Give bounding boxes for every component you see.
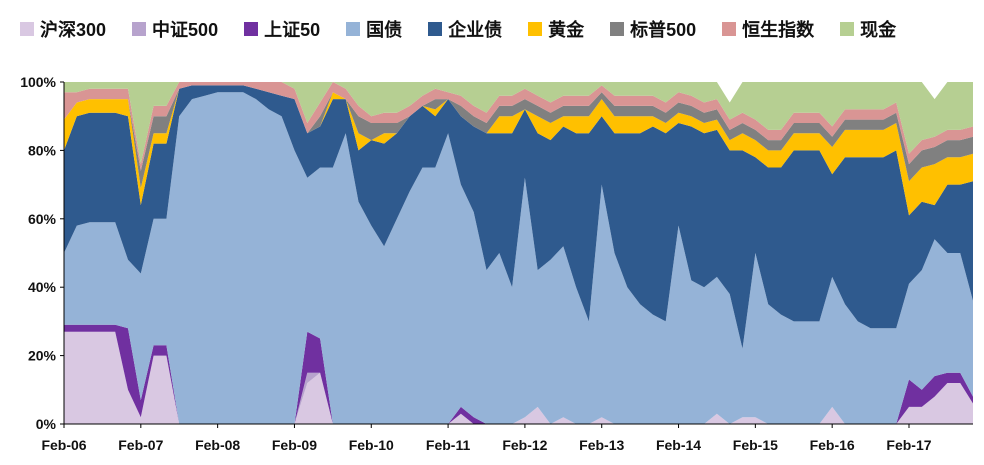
- legend-swatch: [528, 22, 543, 36]
- series-area-1: [64, 331, 973, 424]
- legend-swatch: [244, 22, 259, 36]
- legend-swatch: [346, 22, 361, 36]
- legend-label: 现金: [860, 20, 897, 40]
- x-tick-label: Feb-15: [733, 437, 778, 453]
- y-tick-label: 80%: [28, 142, 57, 158]
- legend-item: 标普500: [610, 16, 696, 42]
- series-area-6: [64, 85, 973, 216]
- x-tick-label: Feb-07: [118, 437, 163, 453]
- legend-label: 上证50: [264, 20, 321, 40]
- y-tick-label: 60%: [28, 211, 57, 227]
- y-tick-label: 100%: [20, 74, 56, 90]
- legend-label: 黄金: [548, 20, 585, 40]
- axes: 0% 20% 40% 60% 80% 100% Feb-06 Feb-07 Feb-08 Feb-…: [20, 74, 973, 453]
- series-area-7: [64, 85, 973, 188]
- legend-item: 企业债: [428, 16, 502, 42]
- x-tick-label: Feb-12: [502, 437, 547, 453]
- x-tick-label: Feb-06: [41, 437, 86, 453]
- y-tick-label: 20%: [28, 348, 57, 364]
- legend-label: 恒生指数: [742, 20, 815, 40]
- x-tick-label: Feb-08: [195, 437, 240, 453]
- legend-swatch: [132, 22, 147, 36]
- legend-swatch: [840, 22, 855, 36]
- x-tick-label: Feb-17: [886, 437, 931, 453]
- legend-item: 国债: [346, 16, 402, 42]
- legend-item: 现金: [840, 16, 896, 42]
- series-area-9: [64, 82, 973, 165]
- legend-label: 国债: [366, 20, 403, 40]
- y-tick-label: 40%: [28, 279, 57, 295]
- legend-item: 中证500: [132, 16, 218, 42]
- legend-label: 沪深300: [40, 20, 107, 40]
- series-area-4: [64, 92, 973, 425]
- x-tick-label: Feb-10: [349, 437, 394, 453]
- series-area-5: [64, 85, 973, 349]
- y-tick-label: 0%: [36, 416, 57, 432]
- x-tick-label: Feb-13: [579, 437, 624, 453]
- x-tick-label: Feb-16: [810, 437, 855, 453]
- legend-item: 上证50: [244, 16, 320, 42]
- series-area-8: [64, 82, 973, 171]
- x-tick-label: Feb-14: [656, 437, 701, 453]
- legend-item: 恒生指数: [722, 16, 814, 42]
- legend-label: 企业债: [448, 20, 503, 40]
- x-tick-label: Feb-11: [426, 437, 471, 453]
- legend-swatch: [20, 22, 34, 36]
- x-tick-label: Feb-09: [272, 437, 317, 453]
- legend-swatch: [428, 22, 443, 36]
- legend-swatch: [610, 22, 625, 36]
- legend-swatch: [722, 22, 737, 36]
- legend-label: 中证500: [152, 20, 219, 40]
- legend-label: 标普500: [630, 20, 697, 40]
- legend: 沪深300 中证500 上证50 国债 企业债 黄金 标普500 恒生指数 现金: [20, 12, 980, 46]
- legend-item: 黄金: [528, 16, 584, 42]
- legend-item: 沪深300: [20, 16, 106, 42]
- area-layer: [64, 82, 973, 425]
